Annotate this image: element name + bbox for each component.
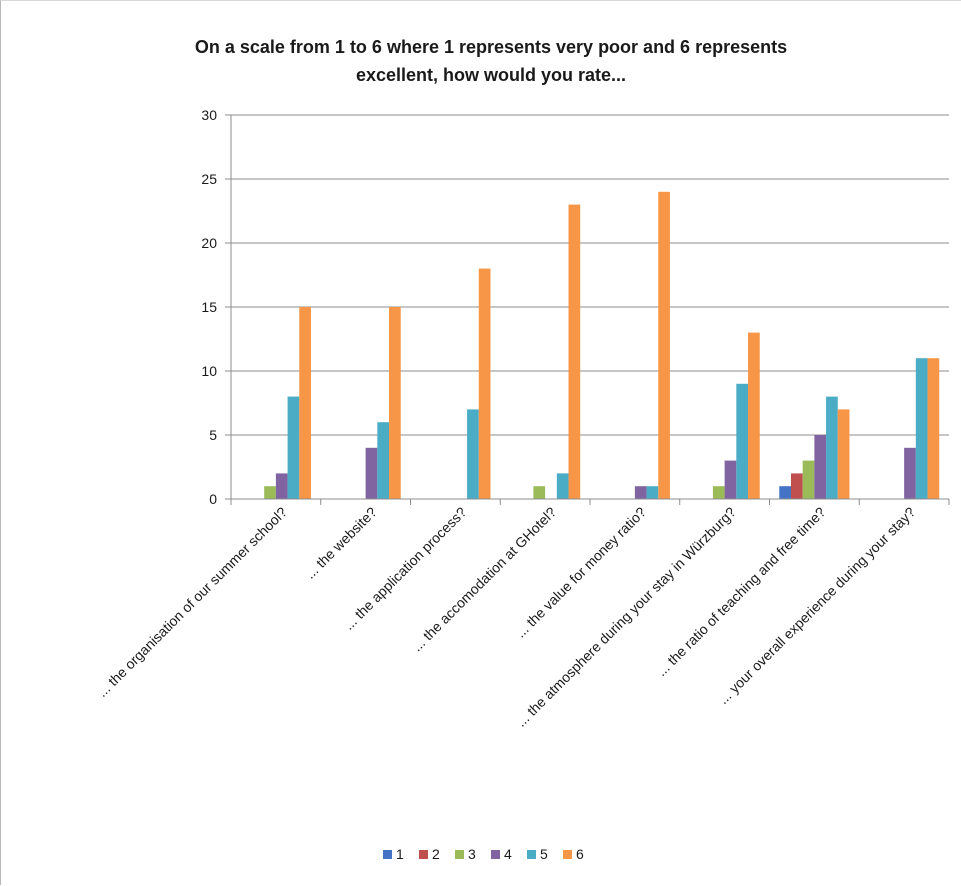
x-category-label: ... the organisation of our summer schoo…	[94, 504, 290, 700]
bar-series-6-cat-5	[658, 191, 670, 500]
bar-series-4-cat-1	[275, 473, 288, 499]
x-axis-category-labels: ... the organisation of our summer schoo…	[94, 504, 919, 730]
y-axis-tick-labels: 0 5 10 15 20 25 30	[201, 107, 217, 507]
bar-series-6-cat-8	[927, 358, 940, 499]
bar-series-2-cat-7	[790, 473, 803, 499]
bar-series-5-cat-8	[915, 358, 928, 499]
legend-label-1: 1	[396, 846, 404, 862]
bar-series-5-cat-5	[646, 486, 659, 499]
bar-series-6-cat-7	[837, 409, 850, 499]
y-tick-label: 25	[201, 171, 217, 187]
x-category-label: ... the website?	[302, 504, 380, 582]
y-tick-label: 30	[201, 107, 217, 123]
bar-series-4-cat-6	[724, 460, 737, 499]
bar-series-3-cat-6	[712, 486, 725, 499]
bar-series-4-cat-2	[365, 447, 378, 499]
bar-series-5-cat-1	[287, 396, 300, 499]
legend-swatch-4	[491, 850, 500, 859]
bar-series-1-cat-7	[779, 486, 791, 499]
bar-series-4-cat-7	[814, 435, 827, 499]
legend-label-2: 2	[432, 846, 440, 862]
bar-series-6-cat-2	[389, 307, 401, 499]
bar-series-6-cat-3	[478, 268, 491, 499]
x-category-label: ... the accomodation at GHotel?	[409, 504, 560, 655]
legend-swatch-3	[455, 850, 464, 859]
bar-series-5-cat-2	[377, 422, 390, 499]
legend-swatch-6	[563, 850, 572, 859]
bar-series-5-cat-7	[826, 396, 838, 499]
y-tick-label: 0	[209, 491, 217, 507]
legend-swatch-5	[527, 850, 536, 859]
y-tick-label: 5	[209, 427, 217, 443]
bar-series-5-cat-3	[467, 409, 479, 499]
legend: 1 2 3 4 5 6	[383, 846, 584, 862]
legend-swatch-1	[383, 850, 392, 859]
chart-title: On a scale from 1 to 6 where 1 represent…	[195, 37, 787, 85]
bar-series-5-cat-4	[556, 473, 569, 499]
chart-title-line-1: On a scale from 1 to 6 where 1 represent…	[195, 37, 787, 57]
bar-series-3-cat-1	[264, 486, 276, 499]
bar-series-4-cat-5	[634, 486, 647, 499]
y-tick-label: 20	[201, 235, 217, 251]
bar-series-3-cat-4	[533, 486, 546, 499]
bar-series-6-cat-1	[299, 307, 311, 499]
legend-label-5: 5	[540, 846, 548, 862]
x-category-label: ... the ratio of teaching and free time?	[653, 504, 828, 679]
y-tick-label: 15	[201, 299, 217, 315]
bar-series-3-cat-7	[802, 460, 815, 499]
legend-label-4: 4	[504, 846, 512, 862]
bar-series-6-cat-4	[568, 204, 581, 499]
legend-swatch-2	[419, 850, 428, 859]
bar-series-4-cat-8	[904, 447, 916, 499]
legend-label-3: 3	[468, 846, 476, 862]
bar-series-5-cat-6	[736, 383, 749, 499]
chart-title-line-2: excellent, how would you rate...	[356, 65, 626, 85]
axes	[230, 115, 950, 505]
x-category-label: ... your overall experience during your …	[715, 504, 919, 708]
bars	[264, 191, 940, 500]
y-tick-label: 10	[201, 363, 217, 379]
legend-label-6: 6	[576, 846, 584, 862]
bar-series-6-cat-6	[748, 332, 760, 499]
gridlines	[225, 114, 949, 500]
